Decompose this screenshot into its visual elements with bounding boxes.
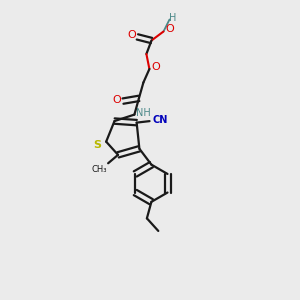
Text: S: S	[93, 140, 101, 150]
Text: CN: CN	[152, 115, 167, 125]
Text: NH: NH	[136, 108, 151, 118]
Text: O: O	[127, 30, 136, 40]
Text: H: H	[169, 13, 177, 23]
Text: O: O	[152, 61, 160, 72]
Text: O: O	[112, 94, 122, 105]
Text: CH₃: CH₃	[92, 165, 107, 174]
Text: O: O	[166, 23, 175, 34]
